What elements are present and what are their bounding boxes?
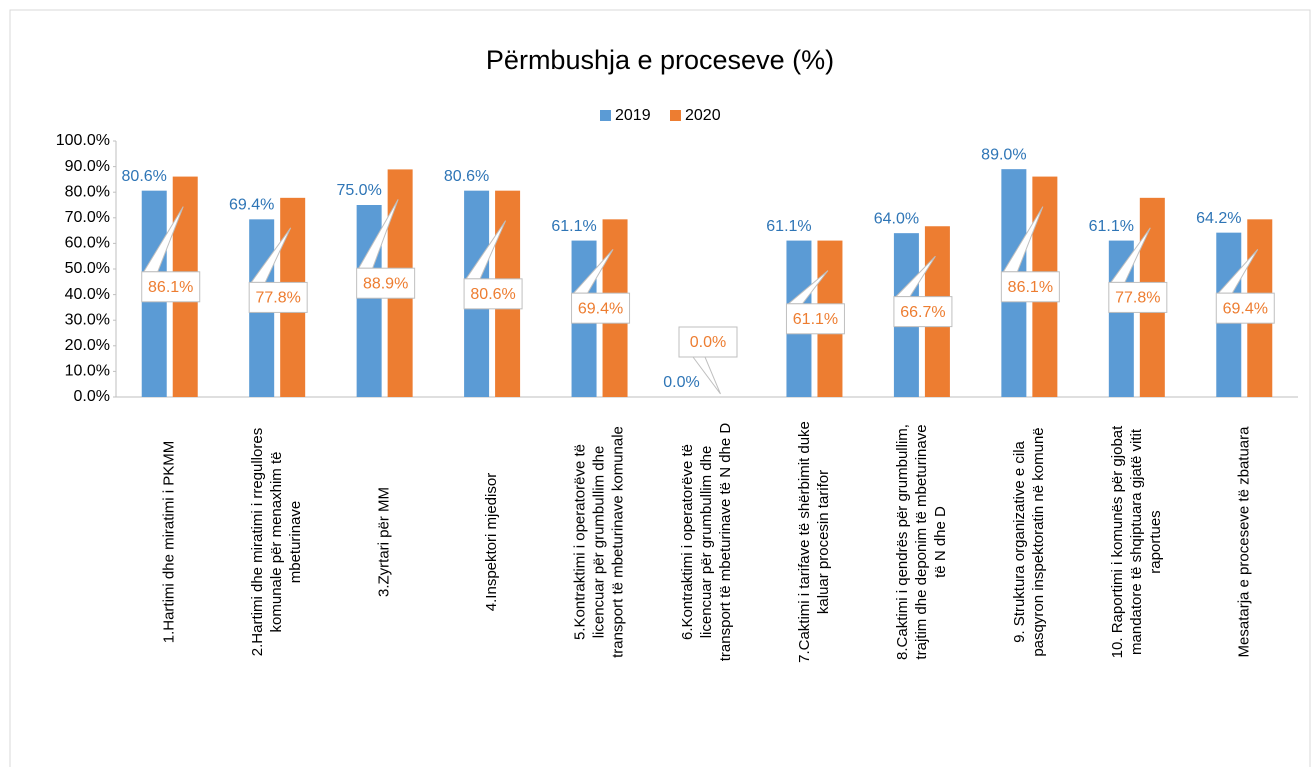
data-label: 66.7% — [900, 304, 945, 321]
callout-box — [1108, 281, 1168, 313]
y-tick-label: 0.0% — [74, 388, 110, 405]
x-tick-label: 1.Hartimi dhe miratimi i PKMM — [161, 441, 178, 644]
callout-box — [785, 303, 845, 335]
data-label: 69.4% — [1223, 300, 1268, 317]
data-label: 61.1% — [766, 218, 811, 235]
callout: 69.4% — [571, 249, 631, 324]
x-tick-label: 3.Zyrtari për MM — [376, 487, 393, 597]
data-label: 0.0% — [663, 374, 699, 391]
callout-box — [463, 278, 523, 310]
data-label: 77.8% — [255, 290, 300, 307]
chart-title: Përmbushja e proceseve (%) — [486, 45, 834, 75]
callout-box — [1000, 271, 1060, 303]
x-tick-label: Mesatarja e proceseve të zbatuara — [1235, 426, 1252, 658]
data-label: 69.4% — [229, 197, 274, 214]
data-label: 80.6% — [470, 286, 515, 303]
x-tick-label: 7.Caktimi i tarifave të shërbimit duke ka… — [796, 421, 832, 663]
callout: 0.0% — [678, 326, 738, 395]
callout-box — [678, 326, 738, 358]
callout: 66.7% — [893, 255, 953, 328]
x-tick-label: 6.Kontraktimi i operatorëve të licencuar … — [679, 423, 734, 662]
y-tick-label: 30.0% — [65, 311, 110, 328]
callout: 61.1% — [785, 270, 845, 335]
data-label: 80.6% — [122, 168, 167, 185]
callout: 88.9% — [356, 199, 416, 299]
x-tick-label: 8.Caktimi i qendrës për grumbullim, trajt… — [894, 424, 949, 660]
callout: 77.8% — [1108, 227, 1168, 313]
y-tick-label: 50.0% — [65, 260, 110, 277]
data-label: 86.1% — [1008, 279, 1053, 296]
data-label: 64.2% — [1196, 210, 1241, 227]
callout: 86.1% — [1000, 206, 1060, 303]
x-tick-label: 4.Inspektori mjedisor — [483, 473, 500, 611]
y-tick-label: 40.0% — [65, 286, 110, 303]
callout: 77.8% — [248, 227, 308, 313]
data-label: 69.4% — [578, 300, 623, 317]
callout: 80.6% — [463, 220, 523, 310]
data-label: 61.1% — [551, 218, 596, 235]
y-tick-label: 70.0% — [65, 209, 110, 226]
legend-label: 2019 — [615, 107, 651, 124]
y-tick-label: 20.0% — [65, 337, 110, 354]
x-tick-label: 5.Kontraktimi i operatorëve të licencuar … — [572, 426, 627, 658]
callout-box — [248, 281, 308, 313]
data-label: 89.0% — [981, 146, 1026, 163]
callout-box — [141, 271, 201, 303]
callout-box — [356, 267, 416, 299]
callout: 86.1% — [141, 206, 201, 303]
data-label: 61.1% — [793, 311, 838, 328]
y-tick-label: 80.0% — [65, 183, 110, 200]
data-label: 88.9% — [363, 275, 408, 292]
x-tick-label: 9. Struktura organizative e cila pasqyron… — [1011, 427, 1047, 656]
data-label: 64.0% — [874, 210, 919, 227]
callout-box — [571, 292, 631, 324]
y-tick-label: 90.0% — [65, 158, 110, 175]
data-label: 86.1% — [148, 279, 193, 296]
data-label: 77.8% — [1115, 290, 1160, 307]
y-tick-label: 60.0% — [65, 235, 110, 252]
callout-box — [1215, 292, 1275, 324]
data-label: 75.0% — [336, 182, 381, 199]
x-tick-label: 10. Raportimi i komunës për gjobat mandat… — [1109, 425, 1164, 658]
chart-frame — [9, 9, 1311, 767]
legend-swatch — [600, 110, 611, 121]
data-label: 0.0% — [690, 334, 726, 351]
callout-box — [893, 296, 953, 328]
legend-swatch — [670, 110, 681, 121]
callout: 69.4% — [1215, 249, 1275, 324]
y-tick-label: 100.0% — [56, 132, 110, 149]
data-label: 80.6% — [444, 168, 489, 185]
y-tick-label: 10.0% — [65, 363, 110, 380]
data-label: 61.1% — [1089, 218, 1134, 235]
x-tick-label: 2.Hartimi dhe miratimi i rregullores komu… — [249, 428, 304, 656]
legend-label: 2020 — [685, 107, 721, 124]
